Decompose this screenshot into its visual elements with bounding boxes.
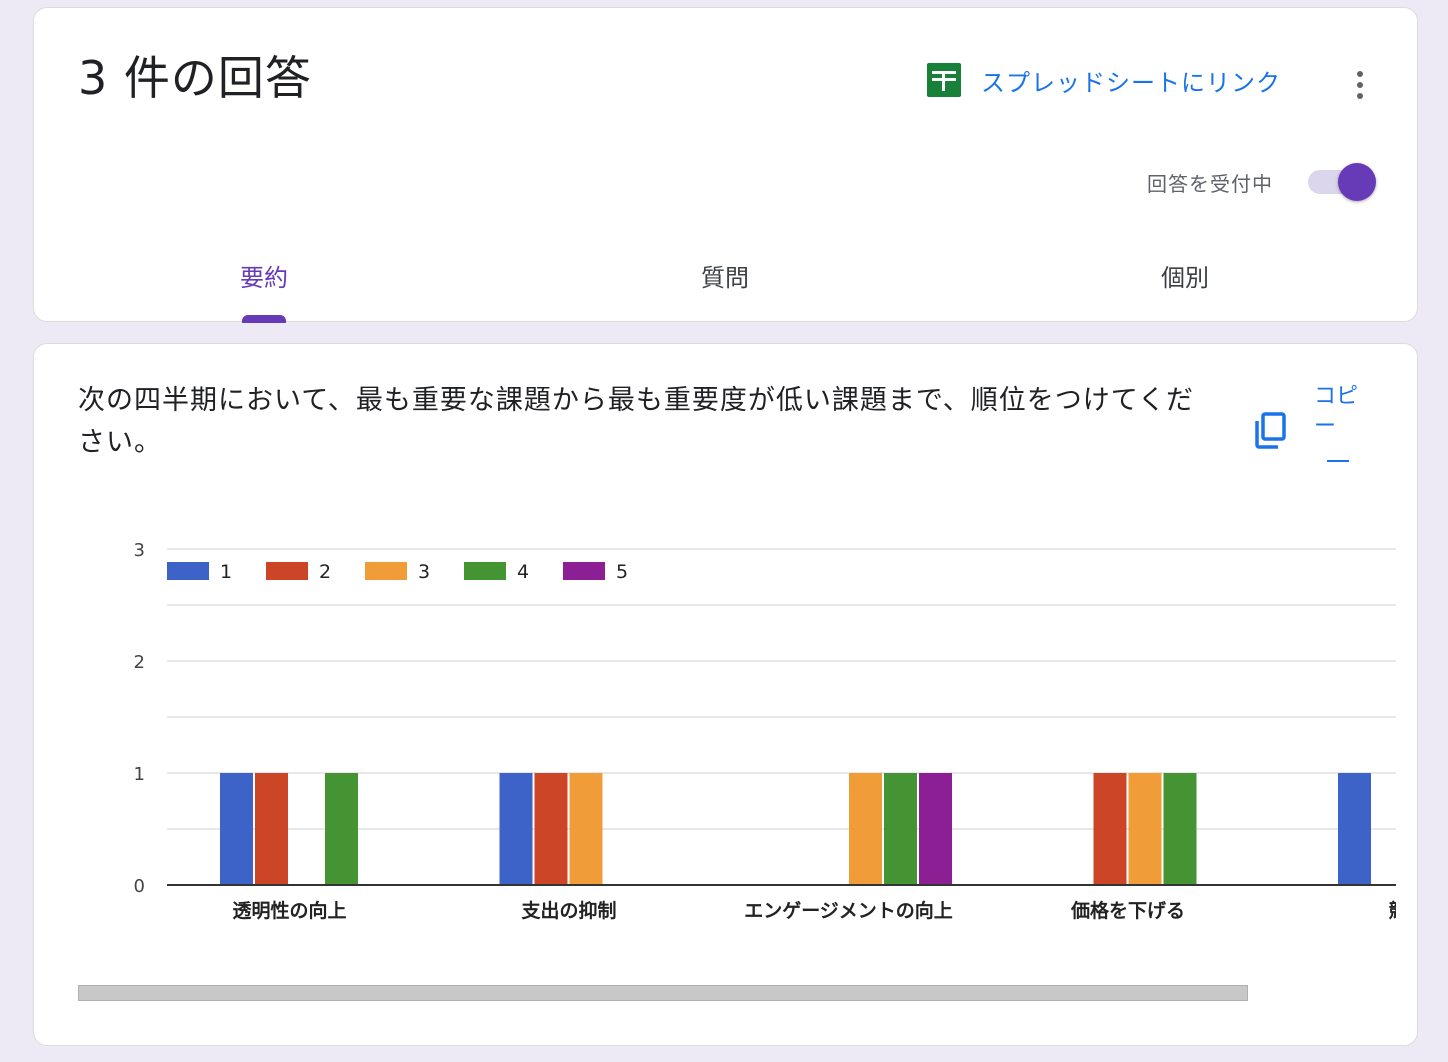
legend-label: 3 — [418, 561, 430, 583]
responses-header-card: 3 件の回答 スプレッドシートにリンク 回答を受付中 要約 質問 個別 — [33, 7, 1418, 323]
y-tick-label: 0 — [134, 876, 145, 897]
y-tick-label: 2 — [134, 652, 145, 673]
bar — [569, 773, 603, 885]
tab-questions[interactable]: 質問 — [701, 264, 749, 292]
bar — [1338, 773, 1371, 885]
horizontal-scrollbar[interactable] — [78, 985, 1248, 1001]
bar — [325, 773, 358, 885]
link-to-spreadsheet-label: スプレッドシートにリンク — [981, 68, 1281, 97]
copy-underline — [1327, 460, 1349, 462]
bar — [220, 773, 253, 885]
bar — [255, 773, 288, 885]
copy-chart-button[interactable]: コピー — [1314, 384, 1359, 439]
x-tick-label: 透明性の向上 — [232, 899, 346, 922]
legend-swatch — [167, 562, 209, 580]
question-summary-card: 次の四半期において、最も重要な課題から最も重要度が低い課題まで、順位をつけてくだ… — [33, 343, 1418, 1046]
x-tick-label: エンゲージメントの向上 — [744, 899, 953, 922]
active-tab-indicator — [242, 315, 286, 323]
bar — [1128, 773, 1162, 885]
page-title: 3 件の回答 — [78, 51, 312, 105]
accepting-responses-toggle[interactable] — [1306, 162, 1376, 202]
bar — [919, 773, 952, 885]
legend-swatch — [365, 562, 407, 580]
y-tick-label: 1 — [134, 764, 145, 785]
legend-swatch — [464, 562, 506, 580]
tab-individual[interactable]: 個別 — [1161, 264, 1209, 292]
toggle-thumb — [1338, 163, 1376, 201]
legend-swatch — [266, 562, 308, 580]
bar — [499, 773, 533, 885]
bar — [884, 773, 917, 885]
bar — [1093, 773, 1127, 885]
sheets-icon — [927, 63, 961, 97]
legend-label: 4 — [517, 561, 529, 583]
legend-swatch — [563, 562, 605, 580]
x-tick-label: 支出の抑制 — [520, 899, 616, 922]
legend-label: 5 — [616, 561, 628, 583]
accepting-responses-label: 回答を受付中 — [1147, 172, 1273, 196]
question-title: 次の四半期において、最も重要な課題から最も重要度が低い課題まで、順位をつけてくだ… — [78, 385, 1194, 458]
copy-icon[interactable] — [1254, 412, 1288, 450]
legend-label: 1 — [220, 561, 232, 583]
more-options-icon[interactable] — [1344, 65, 1376, 105]
bar — [849, 773, 882, 885]
y-tick-label: 3 — [134, 540, 145, 561]
bar — [1163, 773, 1197, 885]
x-tick-label: 価格を下げる — [1070, 899, 1185, 922]
legend-label: 2 — [319, 561, 331, 583]
bar-chart: 0123透明性の向上支出の抑制エンゲージメントの向上価格を下げる競争12345 — [134, 524, 1417, 944]
bar — [534, 773, 568, 885]
tab-summary[interactable]: 要約 — [240, 264, 288, 292]
plot-clip-mask — [1396, 524, 1417, 944]
link-to-spreadsheet-button[interactable]: スプレッドシートにリンク — [927, 60, 1281, 100]
